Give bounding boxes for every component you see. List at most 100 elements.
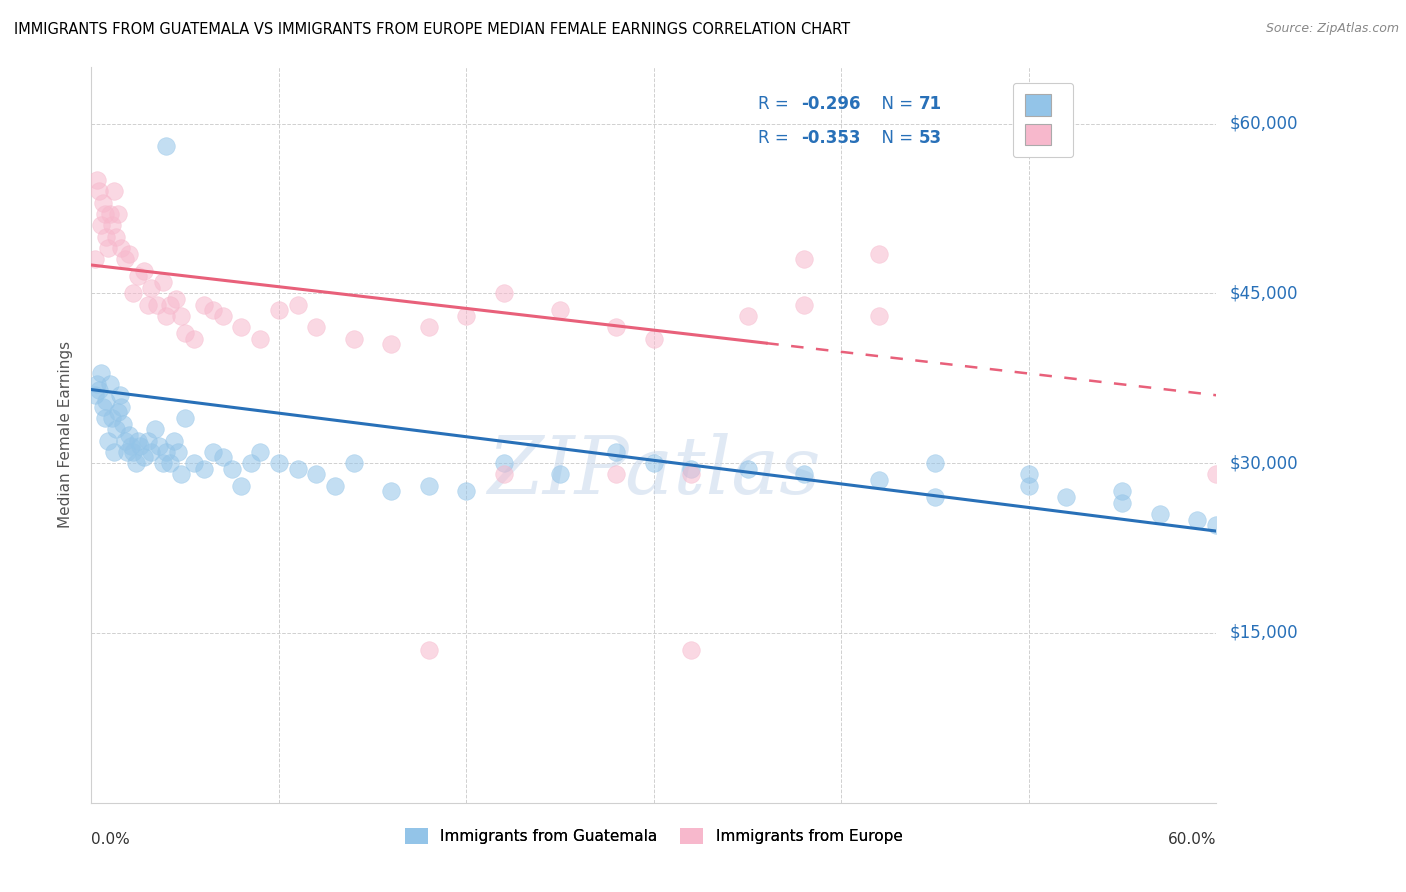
Point bbox=[96, 393, 118, 408]
Point bbox=[380, 484, 402, 499]
Text: $60,000: $60,000 bbox=[1230, 114, 1299, 133]
Point bbox=[868, 246, 890, 260]
Point bbox=[141, 280, 163, 294]
Point bbox=[793, 467, 815, 482]
Point bbox=[174, 410, 197, 425]
Point bbox=[107, 405, 129, 419]
Point bbox=[267, 303, 290, 318]
Text: N =: N = bbox=[870, 128, 918, 146]
Point bbox=[605, 320, 627, 334]
Point bbox=[174, 326, 197, 340]
Point bbox=[605, 445, 627, 459]
Point bbox=[793, 252, 815, 267]
Point bbox=[1018, 467, 1040, 482]
Point bbox=[87, 185, 110, 199]
Point bbox=[1149, 507, 1171, 521]
Point bbox=[98, 207, 121, 221]
Point bbox=[127, 269, 149, 284]
Point bbox=[120, 439, 142, 453]
Point bbox=[132, 450, 155, 465]
Point bbox=[93, 207, 115, 221]
Point bbox=[127, 434, 149, 448]
Point bbox=[418, 643, 440, 657]
Point bbox=[84, 388, 107, 402]
Legend: Immigrants from Guatemala, Immigrants from Europe: Immigrants from Guatemala, Immigrants fr… bbox=[399, 822, 908, 850]
Text: $15,000: $15,000 bbox=[1230, 624, 1299, 642]
Point bbox=[115, 445, 138, 459]
Point bbox=[267, 456, 290, 470]
Point bbox=[104, 422, 127, 436]
Point bbox=[114, 252, 136, 267]
Point bbox=[183, 332, 205, 346]
Point bbox=[136, 434, 159, 448]
Point bbox=[155, 309, 177, 323]
Point bbox=[159, 298, 181, 312]
Point bbox=[1111, 484, 1133, 499]
Point bbox=[159, 456, 181, 470]
Point bbox=[380, 337, 402, 351]
Point bbox=[146, 298, 169, 312]
Point bbox=[129, 439, 152, 453]
Point bbox=[924, 456, 946, 470]
Point bbox=[492, 467, 515, 482]
Point bbox=[118, 427, 141, 442]
Point bbox=[737, 309, 759, 323]
Point bbox=[148, 439, 170, 453]
Text: N =: N = bbox=[870, 95, 918, 113]
Point bbox=[239, 456, 262, 470]
Point bbox=[97, 434, 120, 448]
Text: 71: 71 bbox=[920, 95, 942, 113]
Point bbox=[98, 376, 121, 391]
Point bbox=[868, 473, 890, 487]
Point bbox=[868, 309, 890, 323]
Point bbox=[737, 462, 759, 476]
Point bbox=[152, 456, 174, 470]
Point bbox=[170, 467, 193, 482]
Text: -0.353: -0.353 bbox=[801, 128, 860, 146]
Point bbox=[305, 467, 328, 482]
Point bbox=[112, 417, 135, 431]
Point bbox=[202, 445, 225, 459]
Point bbox=[456, 484, 478, 499]
Point bbox=[121, 286, 143, 301]
Point bbox=[165, 292, 187, 306]
Point bbox=[249, 332, 271, 346]
Point bbox=[221, 462, 243, 476]
Text: -0.296: -0.296 bbox=[801, 95, 860, 113]
Point bbox=[681, 467, 703, 482]
Point bbox=[202, 303, 225, 318]
Point bbox=[96, 229, 118, 244]
Point bbox=[93, 410, 115, 425]
Point bbox=[305, 320, 328, 334]
Point bbox=[211, 309, 233, 323]
Point bbox=[643, 332, 665, 346]
Point bbox=[155, 139, 177, 153]
Point bbox=[492, 456, 515, 470]
Point bbox=[548, 467, 571, 482]
Point bbox=[1054, 490, 1077, 504]
Point bbox=[418, 479, 440, 493]
Point bbox=[84, 252, 107, 267]
Point bbox=[492, 286, 515, 301]
Point bbox=[87, 383, 110, 397]
Point bbox=[456, 309, 478, 323]
Point bbox=[103, 445, 125, 459]
Point bbox=[152, 275, 174, 289]
Point bbox=[170, 309, 193, 323]
Text: $45,000: $45,000 bbox=[1230, 285, 1299, 302]
Text: 60.0%: 60.0% bbox=[1168, 832, 1216, 847]
Point bbox=[183, 456, 205, 470]
Point bbox=[143, 422, 166, 436]
Y-axis label: Median Female Earnings: Median Female Earnings bbox=[58, 342, 73, 528]
Point bbox=[90, 366, 112, 380]
Text: R =: R = bbox=[758, 95, 794, 113]
Point bbox=[86, 376, 108, 391]
Text: $30,000: $30,000 bbox=[1230, 454, 1299, 472]
Point bbox=[681, 643, 703, 657]
Point bbox=[343, 456, 366, 470]
Point bbox=[418, 320, 440, 334]
Text: ZIPatlas: ZIPatlas bbox=[486, 433, 821, 510]
Point bbox=[97, 241, 120, 255]
Point bbox=[1111, 496, 1133, 510]
Point bbox=[193, 298, 215, 312]
